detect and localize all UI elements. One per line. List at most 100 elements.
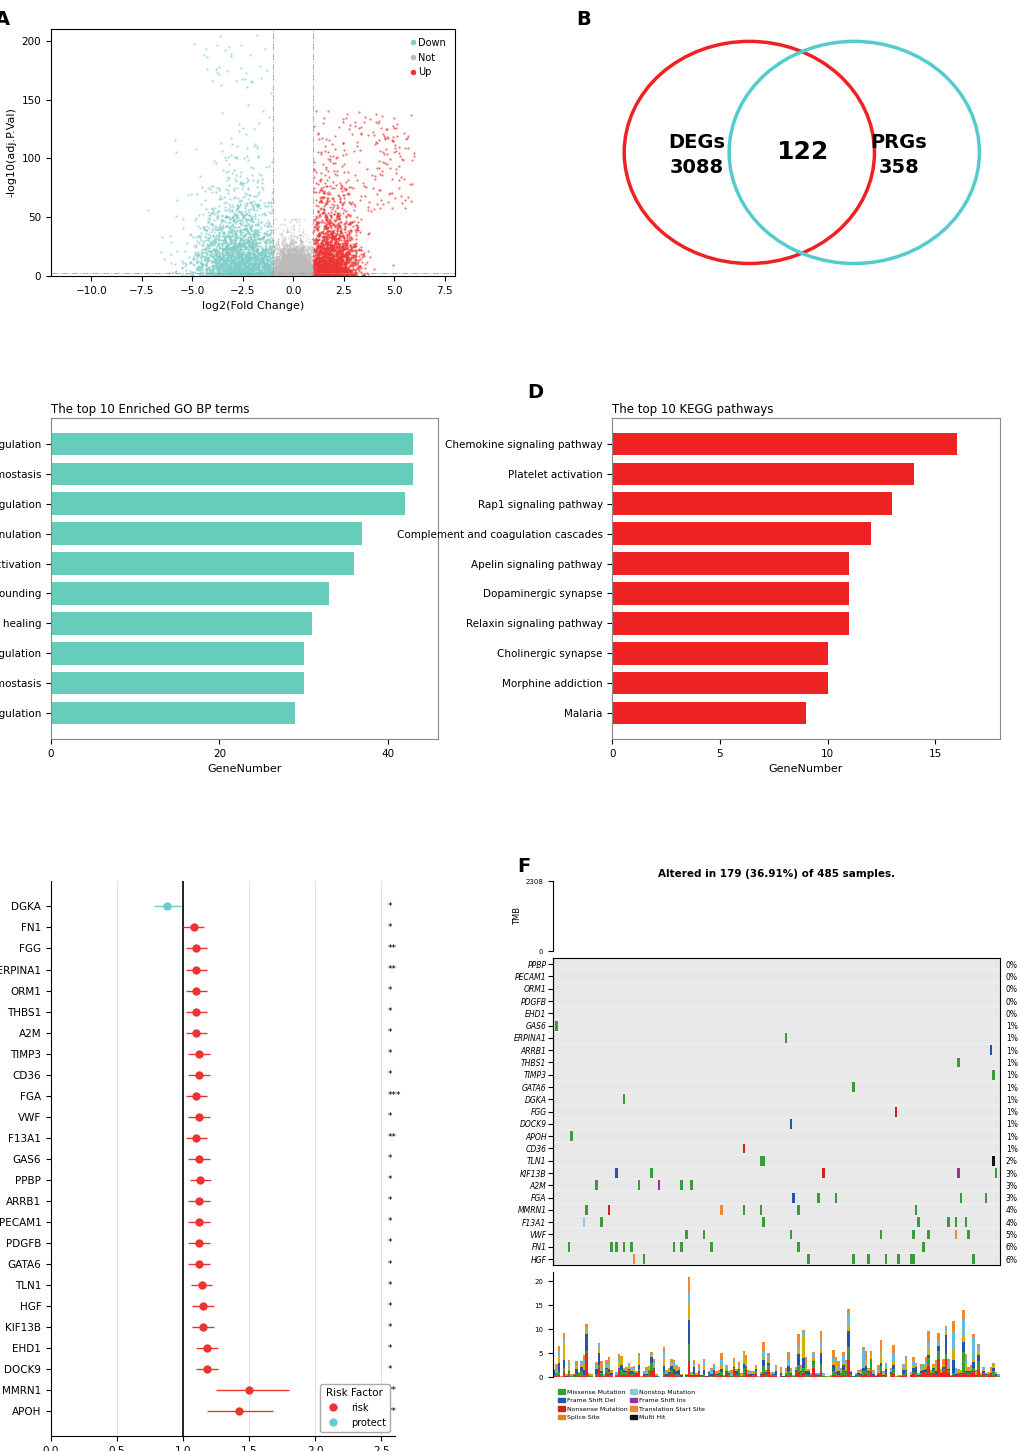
Point <box>232 247 249 270</box>
Text: *: * <box>387 1155 392 1164</box>
Point <box>242 215 258 238</box>
Point <box>321 226 337 250</box>
Point <box>205 250 221 273</box>
Point <box>284 264 301 287</box>
Point <box>296 255 312 279</box>
Point <box>279 251 296 274</box>
Point <box>218 242 234 266</box>
Point <box>221 257 237 280</box>
Point <box>202 203 218 226</box>
Point <box>329 219 345 242</box>
Point <box>214 219 230 242</box>
Point <box>200 200 216 223</box>
Point <box>329 264 345 287</box>
Point <box>277 264 293 287</box>
Point <box>304 257 320 280</box>
Bar <box>837 1368 839 1371</box>
Point <box>277 264 293 287</box>
Point <box>269 231 285 254</box>
Point <box>276 261 292 284</box>
Point <box>334 261 351 284</box>
Point <box>331 261 347 284</box>
Point <box>337 251 354 274</box>
Point <box>266 257 282 280</box>
Point <box>278 258 294 281</box>
Bar <box>936 1341 938 1345</box>
Point <box>338 238 355 261</box>
Point <box>296 248 312 271</box>
Point <box>279 261 296 284</box>
Point <box>277 261 293 284</box>
Point <box>308 239 324 263</box>
Point <box>253 252 269 276</box>
Point <box>293 254 310 277</box>
Point <box>319 216 335 239</box>
Point <box>290 260 307 283</box>
Point <box>282 261 299 284</box>
Point <box>271 261 287 284</box>
Point <box>279 239 296 263</box>
Point <box>300 254 316 277</box>
Bar <box>785 1374 787 1377</box>
Point <box>293 255 310 279</box>
Point <box>248 244 264 267</box>
Point <box>275 251 291 274</box>
Point <box>335 226 352 250</box>
Bar <box>620 1358 622 1365</box>
Point <box>243 260 259 283</box>
Point <box>273 263 289 286</box>
Point <box>270 263 286 286</box>
Point <box>328 251 344 274</box>
Point <box>313 177 329 200</box>
Point <box>297 264 313 287</box>
Point <box>382 148 398 171</box>
Point <box>232 263 249 286</box>
Point <box>310 258 326 281</box>
Point <box>269 260 285 283</box>
Point <box>259 252 275 276</box>
Point <box>314 250 330 273</box>
Point <box>319 255 335 279</box>
Point <box>254 237 270 260</box>
Point <box>282 254 299 277</box>
Bar <box>879 1371 881 1377</box>
Point <box>292 261 309 284</box>
Point <box>280 263 297 286</box>
Point <box>278 247 294 270</box>
Point <box>286 251 303 274</box>
Point <box>293 255 310 279</box>
Point <box>285 263 302 286</box>
Point <box>291 255 308 279</box>
Bar <box>864 1374 866 1377</box>
Point <box>228 239 245 263</box>
Point <box>220 255 236 279</box>
Point <box>355 264 371 287</box>
Point <box>315 264 331 287</box>
Point <box>275 264 291 287</box>
Point <box>335 264 352 287</box>
Point <box>278 248 294 271</box>
Point <box>273 261 289 284</box>
Point <box>293 254 310 277</box>
Point <box>193 255 209 279</box>
Point <box>273 254 289 277</box>
Point <box>269 237 285 260</box>
Point <box>306 254 322 277</box>
Point <box>216 196 232 219</box>
Point <box>286 261 303 284</box>
Point <box>290 247 307 270</box>
Point <box>276 254 292 277</box>
Point <box>308 264 324 287</box>
Point <box>324 247 340 270</box>
Point <box>286 257 303 280</box>
Point <box>257 244 273 267</box>
Point <box>322 250 338 273</box>
Point <box>275 261 291 284</box>
Point <box>290 250 307 273</box>
Point <box>293 258 310 281</box>
Bar <box>794 1367 797 1368</box>
Point <box>230 232 247 255</box>
Point <box>287 250 304 273</box>
Point <box>328 241 344 264</box>
Point <box>329 263 345 286</box>
